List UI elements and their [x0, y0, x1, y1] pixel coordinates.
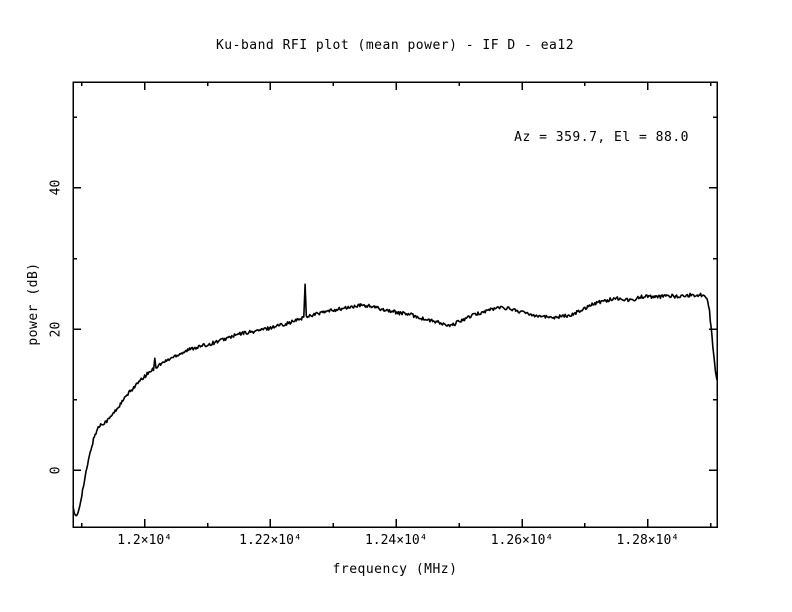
x-tick-label: 1.28×10⁴ — [616, 533, 680, 548]
plot-frame — [72, 81, 718, 528]
az-el-annotation: Az = 359.7, El = 88.0 — [514, 130, 689, 145]
y-tick-label: 0 — [48, 466, 64, 475]
x-tick-label: 1.2×10⁴ — [117, 533, 173, 548]
y-axis-label: power (dB) — [26, 262, 41, 346]
power-trace — [72, 283, 718, 517]
x-axis-label: frequency (MHz) — [332, 562, 458, 577]
x-tick-label: 1.26×10⁴ — [490, 533, 554, 548]
x-tick-label: 1.24×10⁴ — [364, 533, 428, 548]
x-tick-label: 1.22×10⁴ — [239, 533, 302, 548]
y-tick-label: 40 — [48, 180, 64, 196]
chart-title: Ku-band RFI plot (mean power) - IF D - e… — [215, 38, 575, 53]
y-tick-label: 20 — [48, 321, 64, 338]
